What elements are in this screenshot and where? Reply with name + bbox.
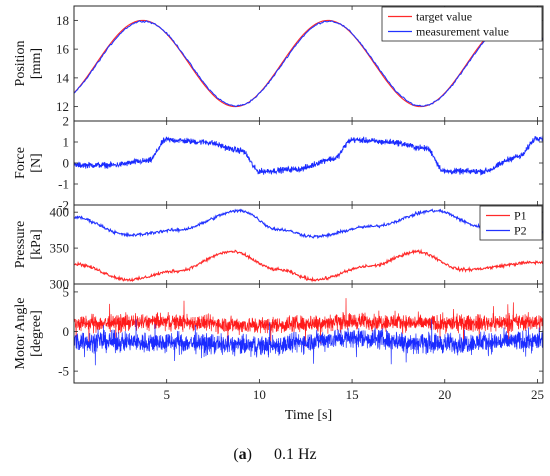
y-axis-label-line-2: [N] bbox=[29, 153, 44, 172]
y-axis-label-line-1: Pressure bbox=[13, 221, 28, 268]
y-axis-label-line-2: [degree] bbox=[29, 310, 44, 357]
y-tick-label: 18 bbox=[56, 13, 69, 28]
series-line-2-1 bbox=[74, 134, 543, 176]
y-tick-label: 2 bbox=[63, 114, 70, 129]
y-axis-label-line-1: Position bbox=[13, 41, 28, 87]
y-tick-label: 12 bbox=[56, 99, 69, 114]
series-line-3-1 bbox=[74, 248, 543, 283]
panel-frame bbox=[73, 283, 544, 384]
caption-close-paren: ) bbox=[246, 446, 252, 463]
y-axis-label-line-2: [mm] bbox=[29, 48, 44, 79]
x-tick-label: 25 bbox=[531, 387, 544, 402]
y-tick-label: 14 bbox=[56, 70, 70, 85]
panel-frame bbox=[73, 204, 544, 285]
caption-label: a bbox=[238, 446, 247, 463]
legend-box bbox=[381, 6, 543, 42]
x-axis-label: Time [s] bbox=[285, 408, 332, 423]
panel-2: -2 -1 0 1 2 Force [N] bbox=[13, 114, 544, 213]
x-tick-label: 20 bbox=[438, 387, 451, 402]
legend-label-2: P2 bbox=[514, 224, 527, 238]
y-tick-label: 5 bbox=[63, 284, 70, 299]
y-tick-label: 0 bbox=[63, 324, 70, 339]
y-tick-label: -1 bbox=[58, 177, 69, 192]
series-line-4-1 bbox=[74, 298, 543, 347]
legend-label-2: measurement value bbox=[416, 25, 509, 39]
panel-1: 12 14 16 18 Position [mm] target valuemeasurem… bbox=[13, 5, 544, 122]
y-tick-label: 1 bbox=[63, 135, 70, 150]
y-tick-label: -5 bbox=[58, 364, 69, 379]
legend-box bbox=[479, 205, 543, 241]
caption-open-paren: ( bbox=[233, 446, 239, 463]
y-tick-label: 0 bbox=[63, 156, 70, 171]
x-tick-label: 15 bbox=[346, 387, 359, 402]
x-tick-label: 10 bbox=[253, 387, 266, 402]
x-tick-label: 5 bbox=[163, 387, 170, 402]
y-axis-label-line-1: Force bbox=[13, 147, 28, 179]
y-axis-label-line-1: Motor Angle bbox=[13, 298, 28, 370]
caption-text: 0.1 Hz bbox=[274, 446, 317, 463]
legend-label-1: P1 bbox=[514, 209, 527, 223]
y-tick-label: -2 bbox=[58, 198, 69, 213]
figure-caption: (a) 0.1 Hz bbox=[0, 446, 550, 464]
y-tick-label: 400 bbox=[50, 205, 70, 220]
panel-4: -5 0 5 5 10 15 20 25 Time [s] Motor Angle [degree] bbox=[13, 283, 544, 423]
legend-label-1: target value bbox=[416, 10, 472, 24]
panel-frame bbox=[73, 120, 544, 206]
series-line-1-2 bbox=[74, 19, 543, 108]
series-line-4-2 bbox=[74, 319, 543, 366]
y-tick-label: 300 bbox=[50, 277, 70, 292]
series-line-3-2 bbox=[74, 208, 543, 240]
y-tick-label: 350 bbox=[50, 241, 70, 256]
y-axis-label-line-2: [kPa] bbox=[29, 229, 44, 259]
y-tick-label: 16 bbox=[56, 42, 70, 57]
